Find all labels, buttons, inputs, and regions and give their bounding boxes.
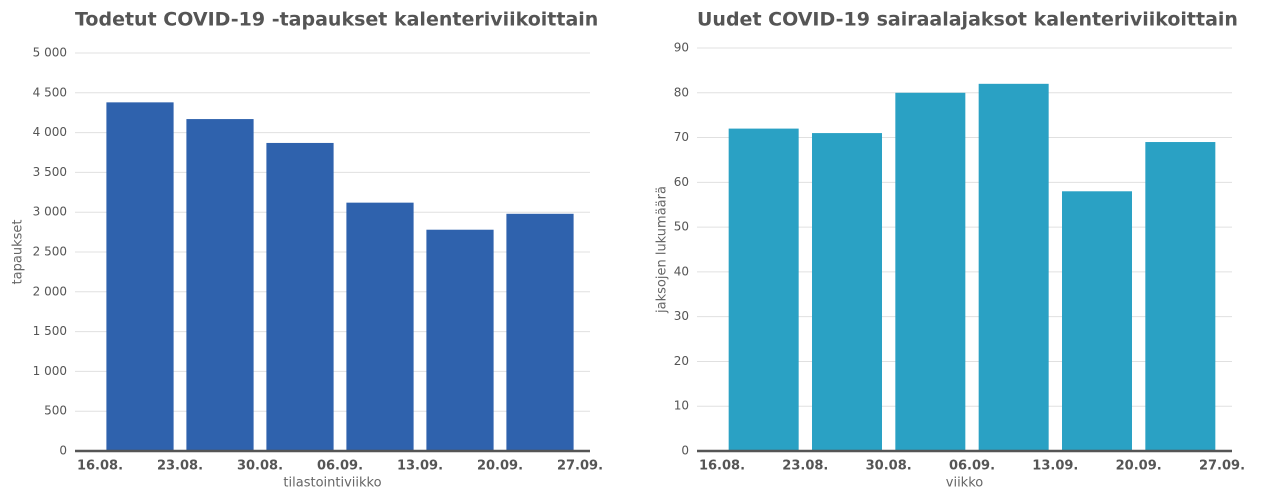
y-axis-label: jaksojen lukumäärä — [655, 186, 670, 314]
bar — [895, 92, 966, 452]
y-tick-label: 4 000 — [33, 125, 67, 139]
bar — [106, 102, 174, 452]
x-tick-label: 13.09. — [397, 459, 443, 474]
y-tick-label: 1 500 — [33, 324, 67, 338]
x-axis-label: tilastointiviikko — [283, 476, 381, 489]
x-tick-label: 16.08. — [699, 459, 745, 474]
y-tick-label: 30 — [674, 309, 689, 323]
y-tick-label: 80 — [674, 85, 689, 99]
y-tick-label: 20 — [674, 354, 689, 368]
y-axis-label: tapaukset — [11, 220, 26, 285]
x-tick-label: 06.09. — [317, 459, 363, 474]
y-tick-label: 500 — [44, 404, 67, 418]
x-tick-label: 23.08. — [782, 459, 828, 474]
x-tick-label: 27.09. — [1199, 459, 1245, 474]
x-tick-label: 30.08. — [237, 459, 283, 474]
x-tick-label: 30.08. — [866, 459, 912, 474]
x-tick-label: 27.09. — [557, 459, 603, 474]
y-tick-label: 2 000 — [33, 284, 67, 298]
bar — [346, 202, 414, 451]
bar — [506, 213, 574, 451]
x-tick-label: 06.09. — [949, 459, 995, 474]
y-tick-label: 10 — [674, 399, 689, 413]
y-tick-label: 3 000 — [33, 205, 67, 219]
y-tick-label: 2 500 — [33, 245, 67, 259]
y-tick-label: 5 000 — [33, 46, 67, 60]
bar — [728, 128, 799, 451]
x-tick-label: 20.09. — [477, 459, 523, 474]
x-tick-label: 16.08. — [77, 459, 123, 474]
y-tick-label: 40 — [674, 264, 689, 278]
bar — [1062, 191, 1132, 452]
bar — [186, 119, 254, 452]
chart-title: Uudet COVID-19 sairaalajaksot kalenteriv… — [697, 9, 1238, 31]
x-tick-label: 13.09. — [1032, 459, 1078, 474]
y-tick-label: 70 — [674, 130, 689, 144]
bar — [978, 83, 1049, 452]
y-tick-label: 3 500 — [33, 165, 67, 179]
x-tick-label: 23.08. — [157, 459, 203, 474]
chart-title: Todetut COVID-19 -tapaukset kalenterivii… — [75, 9, 598, 31]
y-tick-label: 1 000 — [33, 364, 67, 378]
y-tick-label: 50 — [674, 220, 689, 234]
x-tick-label: 20.09. — [1116, 459, 1162, 474]
bar — [266, 142, 334, 451]
y-tick-label: 0 — [59, 444, 67, 458]
bar — [812, 133, 882, 452]
bar — [426, 229, 494, 451]
y-tick-label: 0 — [681, 444, 689, 458]
y-tick-label: 60 — [674, 175, 689, 189]
x-axis-label: viikko — [946, 476, 984, 489]
y-tick-label: 4 500 — [33, 85, 67, 99]
bar — [1145, 142, 1216, 452]
y-tick-label: 90 — [674, 41, 689, 55]
